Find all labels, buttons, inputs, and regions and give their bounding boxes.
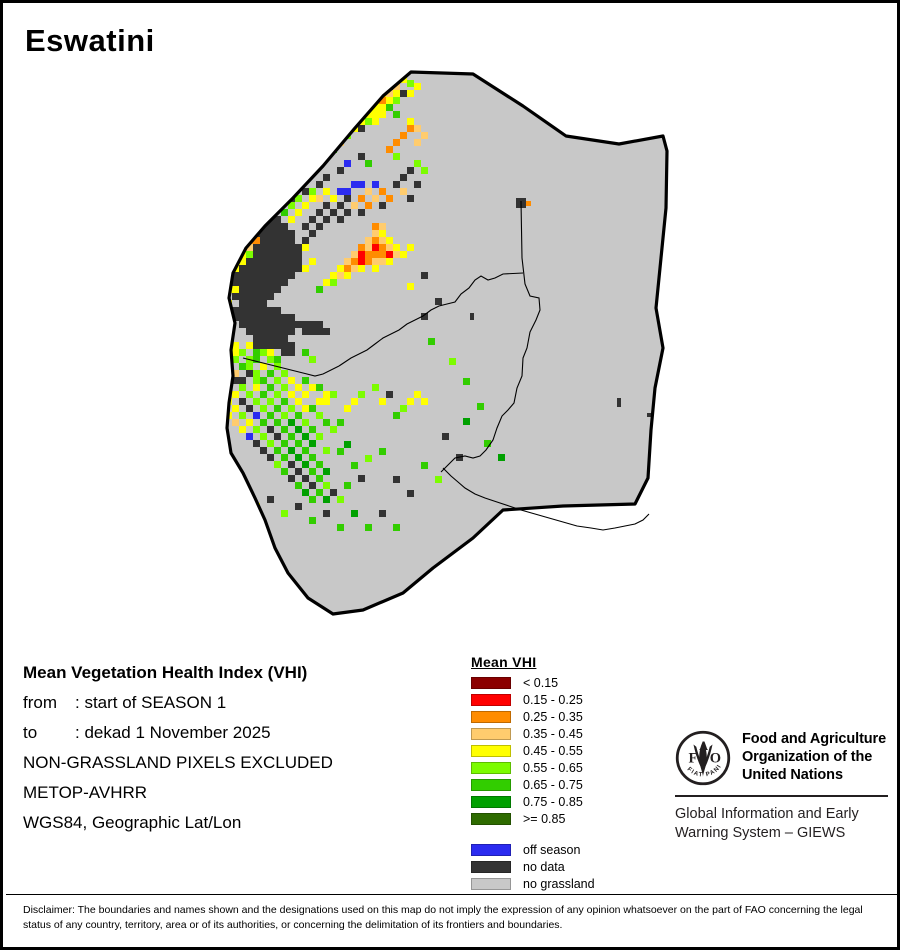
legend-special-swatch (471, 860, 511, 873)
fao-emblem-icon: F A O FIAT PANIS (675, 730, 731, 786)
legend-class-swatch (471, 727, 511, 740)
legend-class-swatch (471, 778, 511, 791)
giews-system-name: Global Information and Early Warning Sys… (675, 805, 890, 843)
fao-divider (675, 795, 888, 797)
legend-special-swatch (471, 877, 511, 890)
legend-class-label: 0.75 - 0.85 (523, 794, 583, 809)
disclaimer-divider (6, 894, 900, 895)
info-to-value: : dekad 1 November 2025 (75, 723, 271, 742)
legend-special-swatch (471, 843, 511, 856)
giews-line-1: Global Information and Early (675, 806, 859, 822)
map-legend: Mean VHI < 0.15 0.15 - 0.25 0.25 - 0.35 0.3… (471, 654, 671, 892)
country-outline (225, 70, 669, 616)
legend-special-row: off season (471, 841, 671, 858)
admin-boundaries (242, 200, 650, 531)
legend-class-row: 0.15 - 0.25 (471, 691, 671, 708)
legend-class-swatch (471, 744, 511, 757)
legend-class-row: 0.65 - 0.75 (471, 776, 671, 793)
eswatini-vhi-map[interactable] (3, 58, 897, 643)
legend-spacer (471, 827, 671, 841)
legend-class-label: 0.65 - 0.75 (523, 777, 583, 792)
info-from-value: : start of SEASON 1 (75, 693, 227, 712)
map-info-block: Mean Vegetation Health Index (VHI) from:… (23, 658, 453, 838)
legend-special-label: no data (523, 859, 565, 874)
legend-class-label: 0.35 - 0.45 (523, 726, 583, 741)
info-to-label: to (23, 723, 38, 742)
map-canvas[interactable] (3, 58, 897, 643)
legend-class-label: < 0.15 (523, 675, 559, 690)
legend-title: Mean VHI (471, 654, 537, 670)
legend-class-swatch (471, 710, 511, 723)
legend-class-row: 0.55 - 0.65 (471, 759, 671, 776)
fao-branding: F A O FIAT PANIS Food and Agriculture Or… (675, 730, 890, 843)
fao-org-line-3: United Nations (742, 767, 843, 783)
legend-class-label: 0.25 - 0.35 (523, 709, 583, 724)
legend-class-row: 0.35 - 0.45 (471, 725, 671, 742)
info-from-label: from (23, 693, 57, 712)
legend-class-list: < 0.15 0.15 - 0.25 0.25 - 0.35 0.35 - 0.45 0… (471, 674, 671, 827)
legend-special-label: off season (523, 842, 581, 857)
fao-org-line-1: Food and Agriculture (742, 731, 887, 747)
legend-class-label: >= 0.85 (523, 811, 566, 826)
legend-class-swatch (471, 761, 511, 774)
info-projection: WGS84, Geographic Lat/Lon (23, 813, 242, 832)
giews-line-2: Warning System – GIEWS (675, 825, 846, 841)
page-title: Eswatini (25, 23, 155, 58)
fao-logo-row: F A O FIAT PANIS Food and Agriculture Or… (675, 730, 890, 786)
legend-class-swatch (471, 795, 511, 808)
legend-class-row: 0.25 - 0.35 (471, 708, 671, 725)
legend-special-list: off season no data no grassland (471, 841, 671, 892)
fao-org-line-2: Organization of the (742, 749, 873, 765)
info-from-row: from : start of SEASON 1 (23, 688, 453, 718)
legend-special-row: no grassland (471, 875, 671, 892)
fao-organization-name: Food and Agriculture Organization of the… (742, 730, 886, 784)
info-heading: Mean Vegetation Health Index (VHI) (23, 663, 308, 682)
svg-text:A: A (699, 739, 708, 753)
legend-special-row: no data (471, 858, 671, 875)
legend-class-row: 0.45 - 0.55 (471, 742, 671, 759)
legend-class-label: 0.55 - 0.65 (523, 760, 583, 775)
disclaimer-text: Disclaimer: The boundaries and names sho… (23, 904, 863, 931)
legend-class-row: < 0.15 (471, 674, 671, 691)
info-to-row: to : dekad 1 November 2025 (23, 718, 453, 748)
svg-text:O: O (710, 750, 721, 766)
legend-class-label: 0.15 - 0.25 (523, 692, 583, 707)
info-sensor: METOP-AVHRR (23, 783, 148, 802)
legend-class-swatch (471, 676, 511, 689)
svg-text:F: F (688, 750, 697, 766)
legend-class-label: 0.45 - 0.55 (523, 743, 583, 758)
info-pixel-note: NON-GRASSLAND PIXELS EXCLUDED (23, 753, 333, 772)
legend-class-row: >= 0.85 (471, 810, 671, 827)
legend-special-label: no grassland (523, 876, 595, 891)
legend-class-swatch (471, 693, 511, 706)
legend-class-row: 0.75 - 0.85 (471, 793, 671, 810)
legend-class-swatch (471, 812, 511, 825)
